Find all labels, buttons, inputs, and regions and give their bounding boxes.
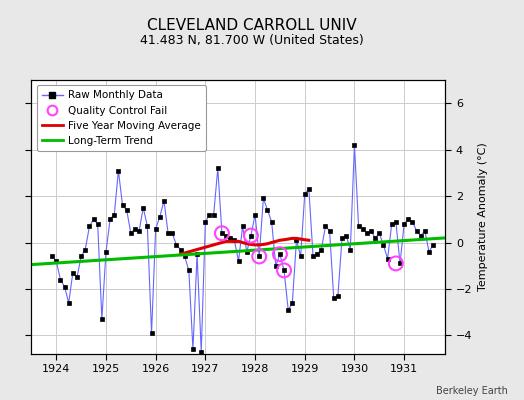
Text: CLEVELAND CARROLL UNIV: CLEVELAND CARROLL UNIV [147,18,356,33]
Text: 41.483 N, 81.700 W (United States): 41.483 N, 81.700 W (United States) [139,34,364,47]
Point [255,253,264,260]
Text: Berkeley Earth: Berkeley Earth [436,386,508,396]
Y-axis label: Temperature Anomaly (°C): Temperature Anomaly (°C) [478,143,488,291]
Point [391,260,400,267]
Point [218,230,226,236]
Point [280,267,288,274]
Point [247,232,255,239]
Point [276,251,284,257]
Legend: Raw Monthly Data, Quality Control Fail, Five Year Moving Average, Long-Term Tren: Raw Monthly Data, Quality Control Fail, … [37,85,206,151]
